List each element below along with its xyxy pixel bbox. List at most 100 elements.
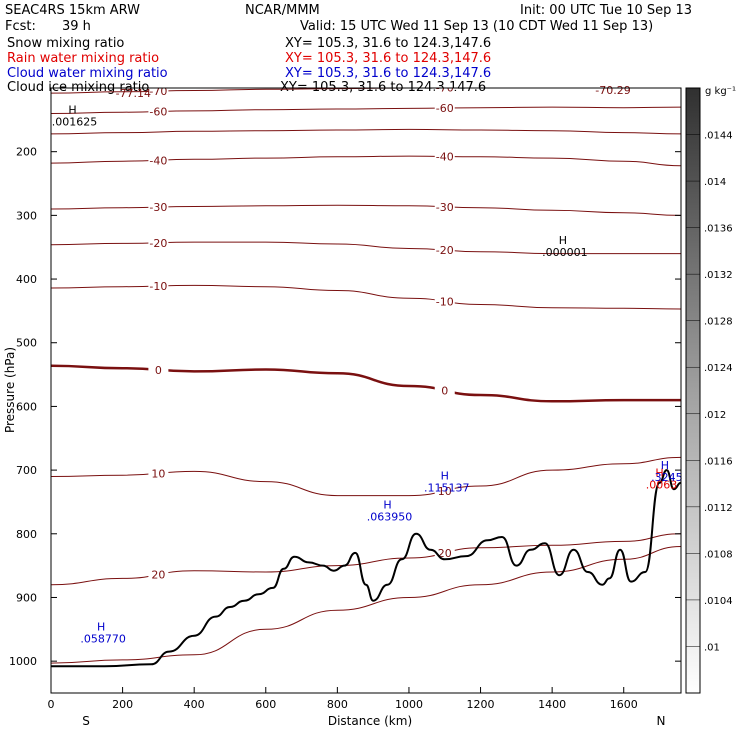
maximum-value: .000001 — [542, 246, 588, 259]
temperature-contour — [51, 128, 681, 135]
colorbar-tick-label: .012 — [704, 410, 726, 421]
x-end-label-south: S — [82, 714, 90, 728]
y-tick-label: 700 — [16, 464, 37, 477]
contour-label-bg — [148, 201, 169, 214]
contour-label: 20 — [151, 569, 165, 582]
contour-label: -70 — [149, 85, 167, 98]
field-rain-name: Rain water mixing ratio — [7, 51, 160, 66]
contour-label: 0 — [441, 385, 448, 398]
contour-label: 10 — [151, 467, 165, 480]
contour-label: -60 — [436, 102, 454, 115]
contour-label-bg — [148, 88, 169, 98]
contour-label-bg — [148, 568, 169, 581]
terrain-line — [51, 469, 681, 668]
y-axis-title: Pressure (hPa) — [3, 347, 17, 433]
maximum-marker: H — [661, 459, 669, 472]
contour-label-bg — [434, 244, 455, 257]
contour-label: -60 — [149, 106, 167, 119]
colorbar-tick-label: .0108 — [704, 549, 733, 560]
maximum-value: .001625 — [52, 115, 98, 128]
contour-label-bg — [148, 363, 169, 376]
contour-label: 20 — [438, 547, 452, 560]
temperature-contour — [51, 106, 681, 114]
field-snow-name: Snow mixing ratio — [7, 36, 125, 51]
y-tick-label: 1000 — [9, 655, 37, 668]
x-axis-title: Distance (km) — [328, 714, 412, 728]
colorbar-tick-label: .0136 — [704, 224, 733, 235]
contour-label-bg — [148, 154, 169, 167]
maximum-marker: H — [441, 470, 449, 483]
x-tick-label: 1400 — [538, 698, 566, 711]
colorbar-tick-label: .0124 — [704, 363, 733, 374]
colorbar: .01 .0104 .0108 .0112 .0116 .012 .0124 .0128 .01… — [685, 87, 733, 694]
temperature-contour — [51, 533, 681, 586]
maximum-value: .063950 — [367, 510, 413, 523]
maximum-marker: H — [97, 621, 105, 634]
colorbar-unit: g kg⁻¹ — [705, 86, 736, 97]
field-cloudwater-name: Cloud water mixing ratio — [7, 66, 168, 81]
maximum-value: .3245 — [651, 471, 683, 484]
temperature-contour — [51, 546, 681, 664]
contour-label: -20 — [436, 244, 454, 257]
top-contour-label: -70.29 — [595, 84, 630, 97]
contour-label-bg — [434, 384, 455, 397]
center-label: NCAR/MMM — [245, 3, 320, 18]
temperature-contour — [51, 204, 681, 216]
maximum-marker: H — [68, 103, 76, 116]
colorbar-tick-label: .0144 — [704, 131, 733, 142]
temperature-contour — [51, 364, 681, 403]
y-tick-label: 500 — [16, 337, 37, 350]
field-rain-xy: XY= 105.3, 31.6 to 124.3,147.6 — [285, 51, 492, 66]
colorbar-tick-label: .014 — [704, 177, 726, 188]
x-tick-label: 0 — [48, 698, 55, 711]
contour-label: -40 — [149, 154, 167, 167]
contour-label: 10 — [438, 485, 452, 498]
contour-label: -10 — [149, 280, 167, 293]
contour-label: -40 — [436, 150, 454, 163]
contour-label: 0 — [155, 364, 162, 377]
y-tick-label: 800 — [16, 528, 37, 541]
colorbar-tick-label: .0104 — [704, 596, 733, 607]
contour-label: -20 — [149, 237, 167, 250]
x-tick-label: 600 — [255, 698, 276, 711]
x-tick-label: 1000 — [395, 698, 423, 711]
x-tick-label: 200 — [112, 698, 133, 711]
plot-frame — [50, 87, 682, 694]
contour-label-bg — [434, 200, 455, 213]
temperature-contour — [51, 155, 681, 167]
field-snow-xy: XY= 105.3, 31.6 to 124.3,147.6 — [285, 36, 492, 51]
temperature-contour — [51, 284, 681, 310]
colorbar-tick-label: .0128 — [704, 317, 733, 328]
y-tick-label: 300 — [16, 209, 37, 222]
fcst-label: Fcst: — [5, 19, 36, 34]
x-tick-label: 1200 — [467, 698, 495, 711]
contour-label-bg — [148, 467, 169, 480]
contour-label-bg — [148, 236, 169, 249]
x-tick-label: 1600 — [610, 698, 638, 711]
maximum-marker: H — [383, 498, 391, 511]
field-cloudwater-xy: XY= 105.3, 31.6 to 124.3,147.6 — [285, 66, 492, 81]
contour-label: -70 — [436, 82, 454, 95]
init-time: Init: 00 UTC Tue 10 Sep 13 — [520, 3, 693, 18]
maximum-value: .0063 — [646, 478, 678, 491]
y-tick-label: 600 — [16, 400, 37, 413]
y-tick-label: 400 — [16, 273, 37, 286]
contour-label-bg — [434, 484, 455, 497]
temperature-contour — [51, 456, 681, 497]
contour-label-bg — [434, 88, 455, 94]
contour-label: -10 — [436, 295, 454, 308]
fcst-value: 39 h — [62, 19, 91, 34]
valid-time: Valid: 15 UTC Wed 11 Sep 13 (10 CDT Wed … — [300, 19, 654, 34]
contour-label-bg — [148, 105, 169, 118]
x-end-label-north: N — [657, 714, 666, 728]
colorbar-tick-label: .01 — [704, 642, 720, 653]
top-contour-label: -77.14 — [116, 87, 151, 100]
colorbar-tick-label: .0116 — [704, 456, 733, 467]
contour-label: -30 — [436, 201, 454, 214]
model-title: SEAC4RS 15km ARW — [5, 3, 141, 18]
x-tick-label: 400 — [184, 698, 205, 711]
maximum-marker: H — [655, 466, 663, 479]
maximum-value: .115137 — [424, 482, 470, 495]
colorbar-gradient — [685, 87, 701, 694]
